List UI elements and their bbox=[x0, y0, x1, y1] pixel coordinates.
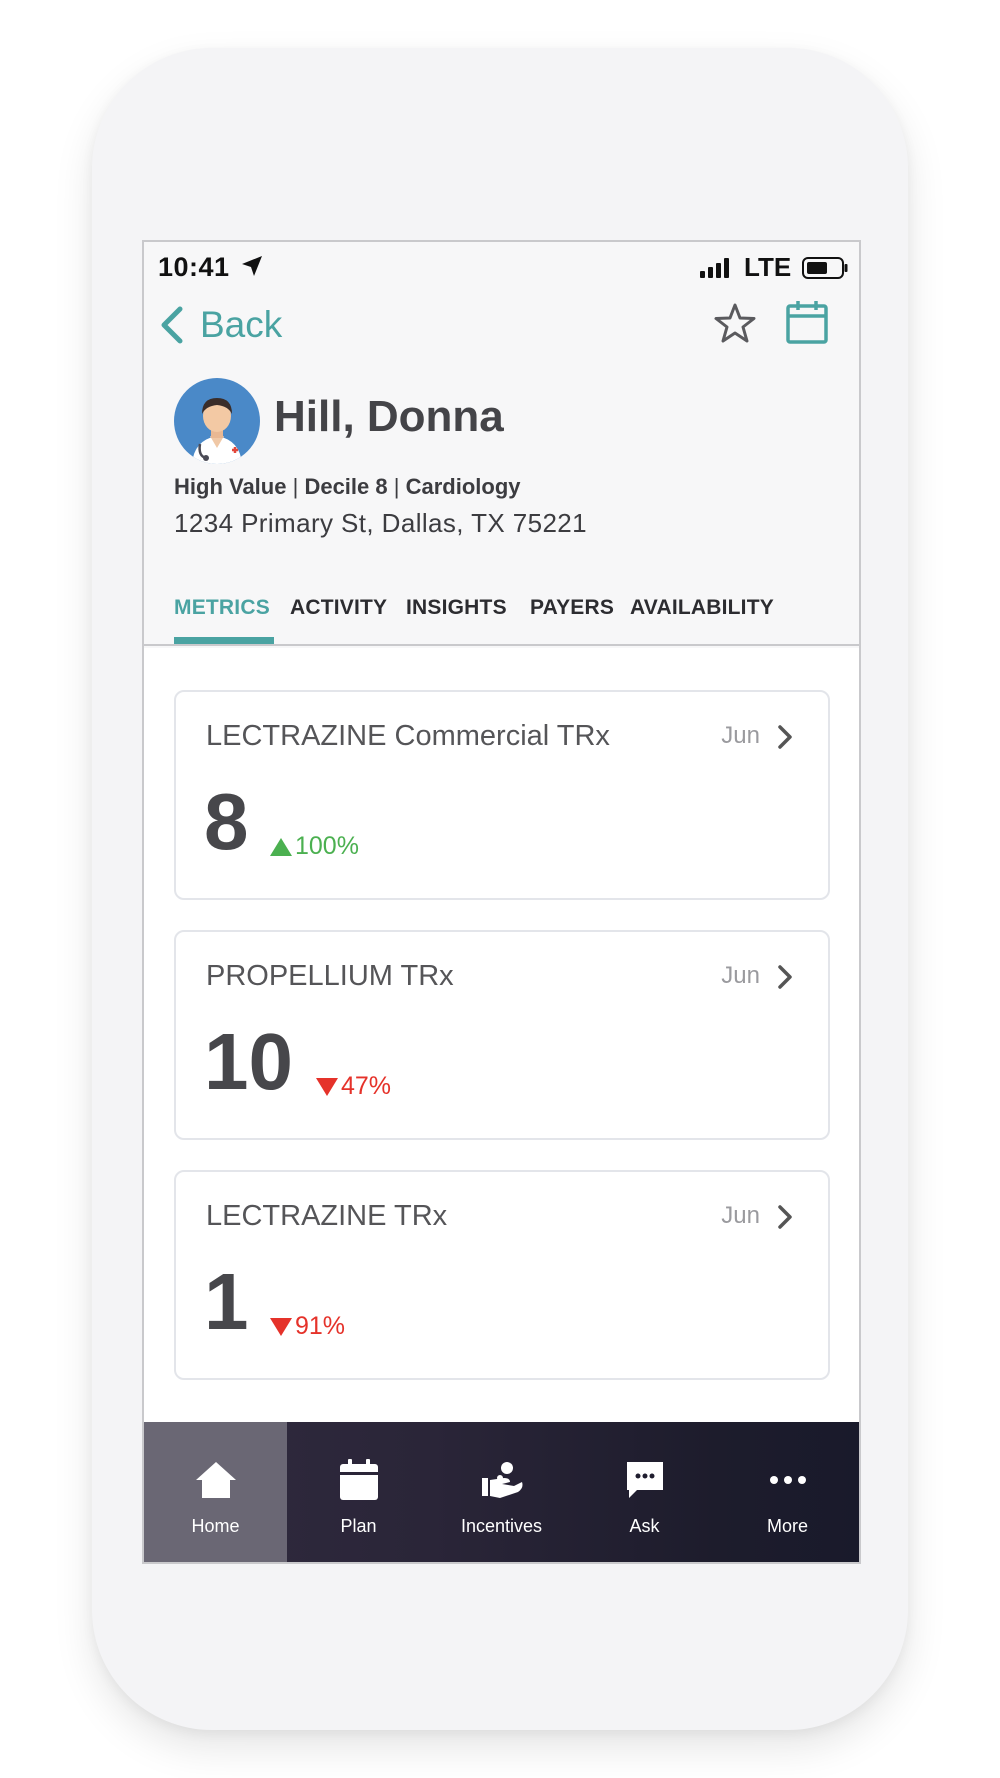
tabbar-label: Home bbox=[191, 1516, 240, 1536]
chevron-right-icon bbox=[778, 1205, 792, 1229]
tabbar-label: Plan bbox=[340, 1516, 377, 1536]
app-screen: 10:41 LTE Back bbox=[142, 240, 861, 1564]
status-bar: 10:41 LTE bbox=[144, 242, 859, 292]
metric-month: Jun bbox=[721, 1202, 760, 1229]
metric-delta: 91% bbox=[270, 1312, 345, 1341]
bottom-tab-bar: Home Plan Incentives bbox=[144, 1422, 859, 1562]
tabbar-plan[interactable]: Plan bbox=[287, 1422, 430, 1562]
tabbar-incentives[interactable]: Incentives bbox=[430, 1422, 573, 1562]
metric-value: 8 bbox=[204, 777, 249, 866]
section-tabs: METRICS ACTIVITY INSIGHTS PAYERS AVAILAB… bbox=[144, 582, 859, 646]
metric-title: PROPELLIUM TRx bbox=[206, 960, 454, 992]
chat-icon bbox=[626, 1462, 663, 1498]
metric-month: Jun bbox=[721, 962, 760, 989]
status-time: 10:41 bbox=[158, 252, 230, 282]
metric-delta-value: 100% bbox=[295, 832, 359, 860]
tabbar-more[interactable]: More bbox=[716, 1422, 859, 1562]
trend-down-icon bbox=[270, 1317, 292, 1336]
tab-insights[interactable]: INSIGHTS bbox=[406, 596, 507, 619]
incentives-icon bbox=[481, 1462, 522, 1498]
tag-separator: | bbox=[393, 474, 400, 499]
tab-activity[interactable]: ACTIVITY bbox=[290, 596, 388, 619]
back-button[interactable]: Back bbox=[158, 300, 282, 350]
metrics-list: LECTRAZINE Commercial TRx Jun 8 100% PRO… bbox=[144, 648, 859, 1428]
metric-delta-value: 47% bbox=[341, 1072, 392, 1100]
metric-value: 1 bbox=[204, 1257, 249, 1346]
tab-availability[interactable]: AVAILABILITY bbox=[630, 596, 774, 619]
tag-specialty: Cardiology bbox=[405, 474, 521, 499]
avatar bbox=[174, 378, 260, 464]
active-tab-indicator bbox=[174, 637, 274, 644]
tag-segment: High Value bbox=[174, 474, 287, 499]
chevron-right-icon bbox=[778, 965, 792, 989]
tab-payers[interactable]: PAYERS bbox=[530, 596, 615, 619]
back-label: Back bbox=[200, 304, 283, 345]
hcp-address: 1234 Primary St, Dallas, TX 75221 bbox=[174, 508, 588, 538]
calendar-icon bbox=[339, 1459, 378, 1500]
tabbar-ask[interactable]: Ask bbox=[573, 1422, 716, 1562]
tabbar-label: Ask bbox=[629, 1516, 660, 1536]
hcp-name: Hill, Donna bbox=[274, 392, 504, 441]
metric-title: LECTRAZINE TRx bbox=[206, 1200, 448, 1232]
tag-separator: | bbox=[292, 474, 299, 499]
tabbar-label: Incentives bbox=[460, 1516, 543, 1536]
metric-card[interactable]: LECTRAZINE Commercial TRx Jun 8 100% bbox=[174, 690, 830, 900]
tabbar-label: More bbox=[766, 1516, 808, 1536]
favorite-star-icon[interactable] bbox=[714, 302, 756, 344]
metric-delta: 47% bbox=[316, 1072, 391, 1101]
tag-decile: Decile 8 bbox=[304, 474, 388, 499]
calendar-icon[interactable] bbox=[786, 300, 828, 344]
doctor-avatar-icon bbox=[192, 398, 242, 464]
tab-metrics[interactable]: METRICS bbox=[174, 596, 270, 619]
metric-delta: 100% bbox=[270, 832, 359, 861]
metric-card[interactable]: PROPELLIUM TRx Jun 10 47% bbox=[174, 930, 830, 1140]
chevron-right-icon bbox=[778, 725, 792, 749]
metric-title: LECTRAZINE Commercial TRx bbox=[206, 720, 610, 752]
trend-up-icon bbox=[270, 837, 292, 856]
network-type: LTE bbox=[744, 252, 792, 282]
metric-card[interactable]: LECTRAZINE TRx Jun 1 91% bbox=[174, 1170, 830, 1380]
home-icon bbox=[195, 1462, 236, 1498]
hcp-tags: High Value | Decile 8 | Cardiology bbox=[174, 474, 521, 500]
more-dots-icon bbox=[769, 1476, 806, 1484]
trend-down-icon bbox=[316, 1077, 338, 1096]
battery-icon bbox=[802, 257, 848, 279]
metric-month: Jun bbox=[721, 722, 760, 749]
chevron-left-icon bbox=[161, 306, 183, 344]
location-arrow-icon bbox=[242, 256, 262, 276]
tabbar-home[interactable]: Home bbox=[144, 1422, 287, 1562]
metric-delta-value: 91% bbox=[295, 1312, 346, 1340]
metric-value: 10 bbox=[204, 1017, 293, 1106]
signal-icon bbox=[700, 258, 729, 278]
